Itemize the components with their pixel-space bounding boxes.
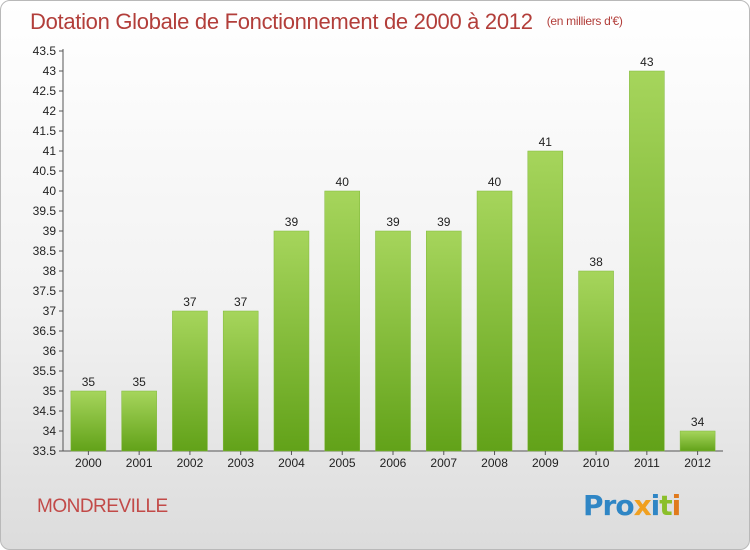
y-tick-label: 36 — [43, 344, 57, 358]
data-label: 37 — [183, 295, 197, 309]
bar — [121, 390, 157, 452]
data-label: 40 — [488, 175, 502, 189]
bar — [578, 270, 614, 452]
chart-title: Dotation Globale de Fonctionnement de 20… — [30, 9, 623, 35]
y-tick-label: 39.5 — [33, 204, 57, 218]
data-label: 37 — [234, 295, 248, 309]
y-tick-label: 40 — [43, 184, 57, 198]
x-tick-label: 2006 — [380, 456, 407, 470]
x-tick-label: 2007 — [430, 456, 457, 470]
y-tick-label: 35 — [43, 384, 57, 398]
x-tick-label: 2000 — [75, 456, 102, 470]
data-label: 34 — [691, 415, 705, 429]
y-tick-label: 38.5 — [33, 244, 57, 258]
bar — [324, 190, 360, 452]
bar — [426, 230, 462, 452]
data-label: 40 — [336, 175, 350, 189]
commune-name: MONDREVILLE — [37, 496, 168, 517]
y-tick-label: 42.5 — [33, 84, 57, 98]
bar — [476, 190, 513, 452]
y-tick-label: 39 — [43, 224, 57, 238]
data-label: 41 — [539, 135, 553, 149]
y-tick-label: 33.5 — [33, 444, 57, 458]
x-tick-label: 2004 — [278, 456, 305, 470]
y-tick-label: 41.5 — [33, 124, 57, 138]
chart-title-text: Dotation Globale de Fonctionnement de 20… — [30, 9, 533, 34]
y-tick-label: 43.5 — [33, 44, 57, 58]
bar — [222, 310, 259, 452]
y-tick-label: 34.5 — [33, 404, 57, 418]
x-tick-label: 2012 — [684, 456, 711, 470]
y-tick-label: 42 — [43, 104, 57, 118]
x-tick-label: 2010 — [583, 456, 610, 470]
x-tick-label: 2003 — [227, 456, 254, 470]
y-tick-label: 36.5 — [33, 324, 57, 338]
bar — [70, 390, 107, 452]
y-tick-label: 37.5 — [33, 284, 57, 298]
x-tick-label: 2005 — [329, 456, 356, 470]
data-label: 39 — [386, 215, 400, 229]
y-tick-label: 34 — [43, 424, 57, 438]
data-label: 43 — [640, 55, 654, 69]
bar — [527, 150, 564, 452]
y-tick-label: 38 — [43, 264, 57, 278]
bar — [273, 230, 310, 452]
y-tick-label: 37 — [43, 304, 57, 318]
x-tick-label: 2002 — [177, 456, 204, 470]
data-label: 35 — [82, 375, 96, 389]
bar — [679, 430, 716, 452]
x-tick-label: 2011 — [634, 456, 660, 470]
data-label: 39 — [285, 215, 299, 229]
data-label: 38 — [589, 255, 603, 269]
y-tick-label: 35.5 — [33, 364, 57, 378]
proxiti-logo: Proxiti — [583, 489, 681, 522]
bar — [375, 230, 411, 452]
data-label: 39 — [437, 215, 451, 229]
x-tick-label: 2001 — [126, 456, 153, 470]
x-tick-label: 2008 — [481, 456, 508, 470]
bar — [629, 70, 665, 452]
y-tick-label: 43 — [43, 64, 57, 78]
y-tick-label: 40.5 — [33, 164, 57, 178]
x-tick-label: 2009 — [532, 456, 559, 470]
y-tick-label: 41 — [43, 144, 57, 158]
bar — [172, 310, 208, 452]
data-label: 35 — [132, 375, 146, 389]
chart-subtitle: (en milliers d'€) — [546, 14, 623, 28]
